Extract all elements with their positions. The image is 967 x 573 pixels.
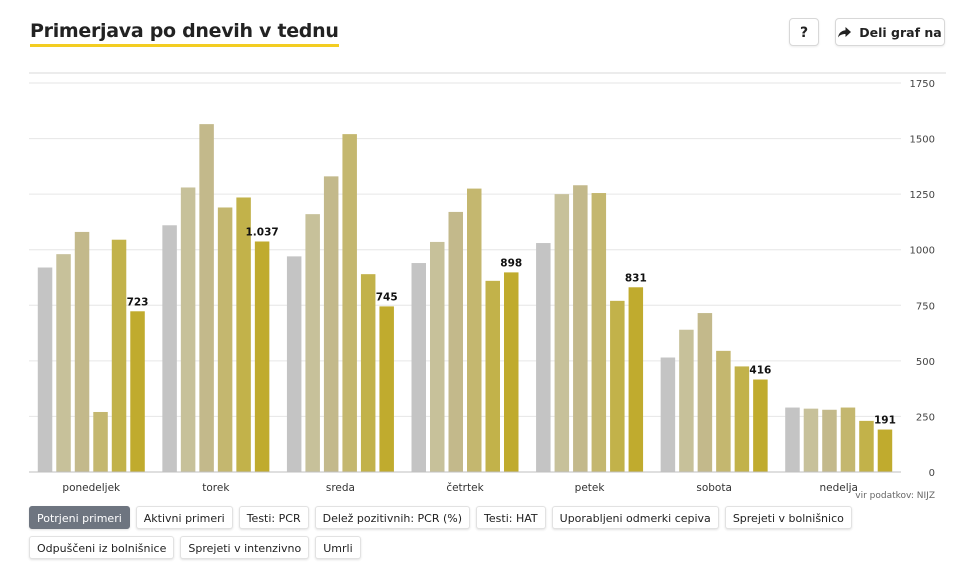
bar xyxy=(379,306,394,472)
x-category-label: petek xyxy=(575,482,606,494)
x-category-label: torek xyxy=(202,482,230,494)
y-tick-label: 1750 xyxy=(910,79,935,90)
bar xyxy=(716,350,731,472)
y-tick-label: 0 xyxy=(929,468,935,479)
help-button[interactable]: ? xyxy=(789,18,819,46)
bar xyxy=(448,211,463,472)
bar xyxy=(37,267,53,472)
bar xyxy=(236,197,251,472)
bar xyxy=(822,409,837,472)
bar xyxy=(130,311,145,472)
data-label: 191 xyxy=(874,415,896,427)
bar xyxy=(591,193,607,472)
y-tick-label: 500 xyxy=(916,357,935,368)
x-category-label: ponedeljek xyxy=(62,482,121,494)
x-category-label: sreda xyxy=(326,482,355,494)
share-button-label: Deli graf na xyxy=(859,24,942,40)
bar xyxy=(411,263,426,472)
data-label: 745 xyxy=(376,291,398,303)
filter-button[interactable]: Potrjeni primeri xyxy=(29,506,130,529)
bar xyxy=(679,329,694,472)
bar xyxy=(111,239,127,472)
bar xyxy=(199,124,214,472)
bar xyxy=(504,272,519,472)
y-tick-label: 250 xyxy=(916,412,935,423)
x-category-label: sobota xyxy=(696,482,732,494)
bar xyxy=(697,313,713,472)
data-label: 416 xyxy=(749,365,771,377)
bar xyxy=(536,243,551,472)
bar xyxy=(628,287,644,472)
data-label: 723 xyxy=(127,296,149,308)
bar xyxy=(877,429,893,472)
bar xyxy=(305,214,320,473)
bar xyxy=(467,188,482,473)
bar xyxy=(840,407,856,472)
bar xyxy=(573,185,588,472)
filter-button[interactable]: Testi: HAT xyxy=(476,506,546,529)
bar xyxy=(753,379,768,472)
bar xyxy=(56,254,71,472)
metric-filter-bar: Potrjeni primeri Aktivni primeri Testi: PC… xyxy=(29,506,909,559)
data-label: 831 xyxy=(625,272,647,284)
bar xyxy=(430,241,445,472)
bar xyxy=(734,366,750,472)
filter-button[interactable]: Testi: PCR xyxy=(238,506,309,529)
bar xyxy=(93,411,108,472)
bar xyxy=(485,280,500,472)
share-button[interactable]: Deli graf na xyxy=(835,18,945,46)
filter-button[interactable]: Umrli xyxy=(315,536,361,559)
filter-button[interactable]: Aktivni primeri xyxy=(135,506,233,529)
data-label: 1.037 xyxy=(245,226,278,238)
y-tick-label: 1250 xyxy=(910,190,935,201)
y-tick-label: 750 xyxy=(916,301,935,312)
bar xyxy=(254,241,270,472)
filter-button[interactable]: Odpuščeni iz bolnišnice xyxy=(29,536,175,559)
data-source: vir podatkov: NIJZ xyxy=(855,491,935,501)
bar xyxy=(660,357,676,472)
y-tick-label: 1500 xyxy=(910,135,935,146)
bar-chart: 0 250 500 750 1000 1250 1500 1750 723 ponedeljek 1… xyxy=(29,72,946,494)
filter-button[interactable]: Sprejeti v intenzivno xyxy=(180,536,310,559)
bar xyxy=(610,300,625,472)
bar xyxy=(859,420,874,472)
y-tick-label: 1000 xyxy=(910,246,935,257)
share-arrow-icon xyxy=(838,26,852,37)
x-category-label: četrtek xyxy=(446,482,484,494)
chart-title: Primerjava po dnevih v tednu xyxy=(30,20,339,47)
filter-button[interactable]: Sprejeti v bolnišnico xyxy=(724,506,852,529)
x-category-label: nedelja xyxy=(819,482,858,494)
data-label: 898 xyxy=(500,257,522,269)
filter-button[interactable]: Uporabljeni odmerki cepiva xyxy=(551,506,719,529)
bar xyxy=(785,407,800,472)
bar xyxy=(217,207,233,473)
bar xyxy=(360,274,376,472)
bar xyxy=(180,187,196,472)
bar xyxy=(342,134,357,472)
bar xyxy=(286,256,302,472)
bar xyxy=(74,231,90,472)
bar xyxy=(162,225,177,472)
filter-button[interactable]: Delež pozitivnih: PCR (%) xyxy=(314,506,471,529)
bar xyxy=(554,194,570,472)
bar xyxy=(803,408,819,472)
bar xyxy=(323,176,339,473)
